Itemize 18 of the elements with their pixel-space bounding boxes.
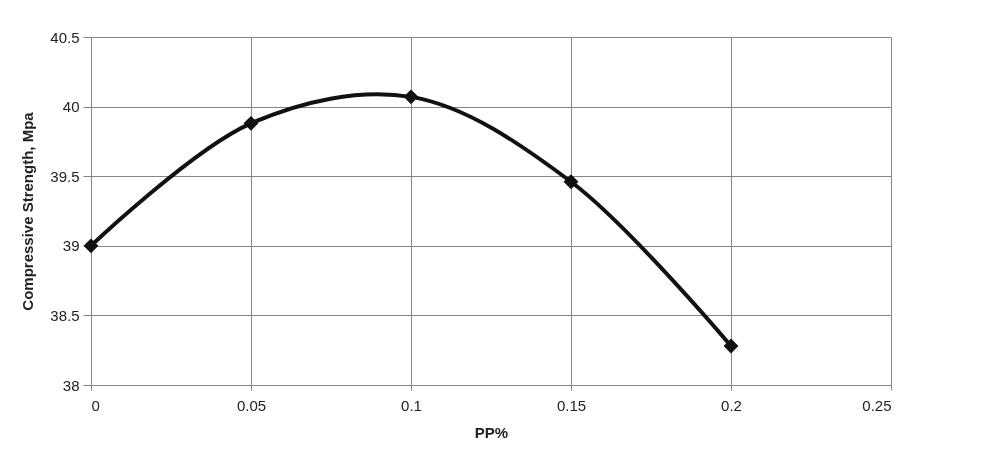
y-tick-label: 39 [62,237,80,255]
x-tick-label: 0 [91,396,100,414]
point [563,174,579,190]
point [403,89,419,105]
x-tick-label: 0.1 [401,396,422,414]
x-tick-label: 0.2 [721,396,742,414]
y-tick-label: 40.5 [50,28,80,46]
x-tick-label: 0.05 [236,396,267,414]
y-tick-label: 39.5 [50,167,80,185]
x-tick-label: 0.25 [862,396,892,414]
y-axis-title: Compressive Strength, Mpa [19,111,37,311]
x-tick-label: 0.15 [556,396,587,414]
y-tick-label: 40 [62,98,80,116]
point [243,115,259,131]
y-tick-label: 38 [62,376,80,394]
y-tick-label: 38.5 [50,306,80,324]
x-axis-title: PP% [474,423,509,441]
point [723,338,739,354]
